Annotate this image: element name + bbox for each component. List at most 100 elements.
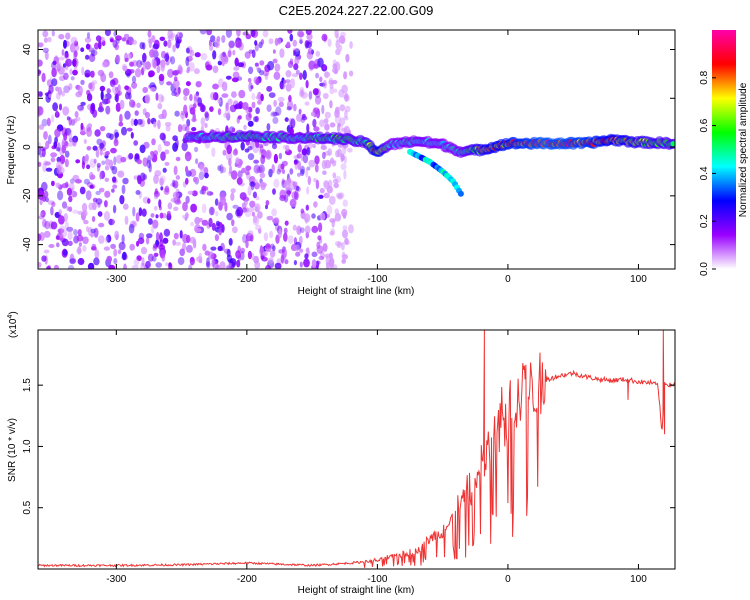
heatmap-noise-mark	[294, 159, 299, 164]
heatmap-noise-mark	[327, 38, 332, 47]
heatmap-noise-mark	[157, 119, 161, 130]
heatmap-noise-mark	[266, 123, 271, 131]
heatmap-noise-mark	[300, 165, 305, 175]
heatmap-noise-mark	[267, 60, 275, 71]
heatmap-noise-mark	[148, 38, 152, 49]
heatmap-noise-mark	[150, 87, 157, 92]
heatmap-noise-mark	[191, 127, 197, 132]
heatmap-noise-mark	[265, 204, 268, 210]
heatmap-noise-mark	[236, 177, 243, 185]
heatmap-noise-mark	[113, 138, 119, 147]
heatmap-noise-mark	[222, 51, 227, 58]
heatmap-noise-mark	[342, 225, 348, 231]
heatmap-noise-mark	[99, 171, 103, 180]
heatmap-noise-mark	[334, 213, 342, 222]
heatmap-noise-mark	[272, 245, 276, 252]
heatmap-noise-mark	[121, 37, 127, 42]
heatmap-noise-mark	[204, 250, 210, 256]
heatmap-noise-mark	[292, 39, 298, 47]
heatmap-noise-mark	[293, 103, 297, 112]
heatmap-noise-mark	[328, 257, 335, 267]
heatmap-noise-mark	[101, 160, 106, 166]
heatmap-noise-mark	[271, 143, 278, 150]
heatmap-noise-mark	[86, 164, 91, 170]
colorbar-tick-label: 0.8	[699, 70, 710, 84]
colorbar-ticks: 0.0 0.2 0.4 0.6 0.8	[699, 70, 716, 276]
heatmap-noise-mark	[155, 262, 162, 268]
heatmap-noise-mark	[221, 224, 225, 233]
heatmap-noise-mark	[245, 165, 252, 171]
heatmap-noise-mark	[255, 224, 262, 231]
heatmap-noise-mark	[153, 205, 158, 211]
heatmap-noise-mark	[194, 228, 202, 233]
heatmap-noise-mark	[319, 76, 323, 83]
snr-x-label: Height of straight line (km)	[298, 585, 415, 596]
heatmap-noise-mark	[90, 174, 96, 180]
heatmap-noise-mark	[44, 220, 50, 230]
heatmap-noise-mark	[297, 172, 301, 177]
heatmap-noise-mark	[41, 255, 47, 262]
heatmap-noise-mark	[240, 251, 245, 261]
heatmap-noise-mark	[63, 39, 67, 49]
heatmap-noise-mark	[141, 257, 145, 267]
heatmap-noise-mark	[118, 121, 124, 127]
heatmap-noise-mark	[295, 185, 300, 191]
heatmap-noise-mark	[287, 189, 291, 197]
heatmap-noise-mark	[242, 196, 250, 202]
heatmap-noise-mark	[226, 212, 233, 221]
heatmap-noise-mark	[322, 170, 327, 175]
heatmap-noise-mark	[92, 145, 98, 151]
heatmap-noise-mark	[229, 165, 233, 175]
snr-ytick-label: 1.5	[22, 378, 33, 392]
heatmap-noise-mark	[227, 50, 232, 58]
heatmap-noise-mark	[287, 61, 294, 68]
heatmap-noise-mark	[281, 169, 286, 175]
heatmap-xtick-label: -200	[237, 274, 257, 285]
heatmap-noise-mark	[177, 257, 185, 265]
heatmap-noise-mark	[38, 59, 43, 67]
heatmap-noise-mark	[123, 263, 127, 269]
heatmap-noise-mark	[199, 189, 205, 195]
heatmap-noise-mark	[61, 49, 65, 56]
heatmap-noise-mark	[38, 233, 42, 242]
heatmap-noise-mark	[83, 219, 89, 225]
heatmap-noise-mark	[135, 212, 140, 222]
snr-ytick-label: 1.0	[22, 439, 33, 453]
heatmap-noise-mark	[99, 126, 106, 132]
heatmap-noise-mark	[198, 171, 205, 181]
heatmap-noise-mark	[329, 230, 335, 236]
heatmap-noise-mark	[259, 60, 265, 66]
heatmap-noise-mark	[194, 216, 201, 225]
heatmap-noise-mark	[153, 59, 157, 69]
heatmap-noise-mark	[148, 218, 153, 225]
heatmap-noise-mark	[332, 172, 337, 179]
heatmap-noise-mark	[230, 170, 238, 180]
heatmap-noise-mark	[332, 67, 338, 74]
heatmap-noise-mark	[93, 158, 97, 164]
heatmap-noise-mark	[170, 56, 176, 65]
heatmap-noise-mark	[134, 110, 139, 116]
heatmap-noise-mark	[334, 30, 339, 39]
heatmap-noise-mark	[62, 106, 70, 116]
heatmap-noise-mark	[275, 234, 280, 244]
heatmap-noise-mark	[247, 120, 254, 127]
heatmap-noise-mark	[247, 230, 254, 237]
heatmap-noise-mark	[182, 201, 188, 212]
heatmap-noise-mark	[41, 181, 48, 192]
heatmap-noise-mark	[273, 178, 280, 188]
heatmap-noise-mark	[250, 30, 256, 38]
heatmap-noise-mark	[318, 194, 324, 199]
heatmap-noise-mark	[212, 261, 219, 269]
heatmap-noise-mark	[236, 259, 241, 268]
heatmap-noise-mark	[173, 232, 179, 240]
heatmap-noise-mark	[124, 85, 129, 90]
heatmap-noise-mark	[152, 219, 159, 229]
heatmap-noise-mark	[86, 181, 93, 188]
heatmap-noise-mark	[209, 106, 214, 112]
heatmap-noise-mark	[38, 161, 42, 167]
heatmap-noise-mark	[97, 211, 103, 217]
heatmap-noise-mark	[244, 51, 251, 59]
heatmap-noise-mark	[39, 212, 44, 218]
heatmap-noise-mark	[270, 243, 275, 250]
heatmap-noise-mark	[189, 107, 196, 115]
